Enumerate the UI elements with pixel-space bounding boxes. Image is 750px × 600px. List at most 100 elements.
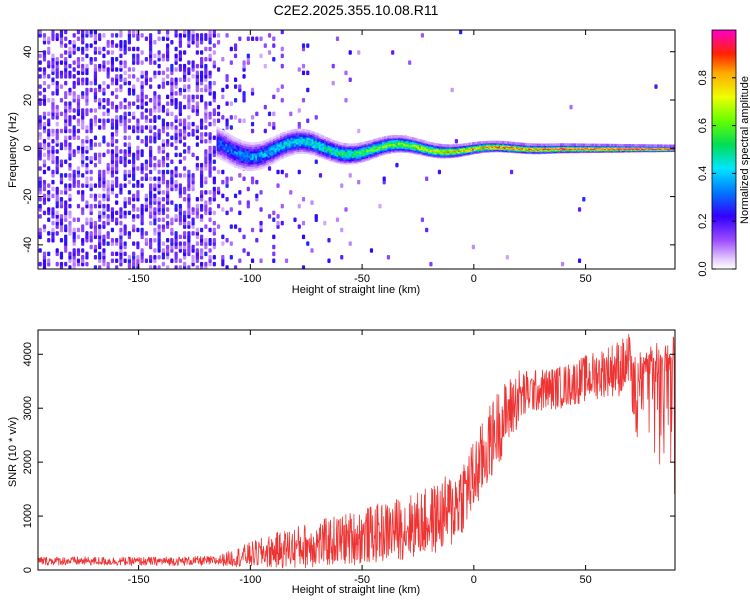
heatmap-cell xyxy=(308,140,311,144)
heatmap-cell xyxy=(355,156,359,160)
heatmap-cell xyxy=(225,33,229,38)
heatmap-cell xyxy=(212,190,216,195)
heatmap-cell xyxy=(208,33,212,38)
heatmap-cell xyxy=(140,217,144,222)
heatmap-cell xyxy=(64,224,68,229)
heatmap-cell xyxy=(132,111,136,117)
heatmap-cell xyxy=(371,139,374,143)
heatmap-cell xyxy=(241,149,244,152)
heatmap-cell xyxy=(106,43,110,48)
heatmap-cell xyxy=(258,147,262,151)
heatmap-cell xyxy=(350,145,353,148)
heatmap-cell xyxy=(59,142,64,147)
heatmap-cell xyxy=(316,145,320,149)
heatmap-cell xyxy=(144,108,148,113)
heatmap-cell xyxy=(127,80,132,86)
heatmap-cell xyxy=(341,158,344,162)
heatmap-cell xyxy=(123,104,127,110)
heatmap-cell xyxy=(187,197,191,202)
heatmap-cell xyxy=(623,143,626,147)
heatmap-cell xyxy=(68,227,72,233)
heatmap-cell xyxy=(102,91,106,96)
heatmap-cell xyxy=(308,142,311,146)
heatmap-cell xyxy=(81,36,85,42)
heatmap-cell xyxy=(47,60,51,65)
heatmap-cell xyxy=(292,148,295,151)
heatmap-cell xyxy=(85,80,89,86)
heatmap-cell xyxy=(244,154,248,158)
heatmap-cell xyxy=(228,145,232,149)
heatmap-cell xyxy=(64,244,68,250)
figure-title: C2E2.2025.355.10.08.R11 xyxy=(274,2,439,18)
heatmap-cell xyxy=(336,159,339,162)
heatmap-cell xyxy=(140,207,144,212)
heatmap-cell xyxy=(183,166,187,171)
heatmap-cell xyxy=(339,155,343,158)
heatmap-cell xyxy=(68,258,72,263)
heatmap-cell xyxy=(161,241,165,246)
heatmap-cell xyxy=(380,149,383,152)
heatmap-cell xyxy=(204,149,208,154)
heatmap-cell xyxy=(299,143,302,147)
heatmap-cell xyxy=(320,146,323,150)
heatmap-cell xyxy=(123,121,127,127)
heatmap-cell xyxy=(157,183,161,188)
heatmap-cell xyxy=(119,67,123,72)
heatmap-cell xyxy=(144,241,148,246)
heatmap-cell xyxy=(246,168,249,171)
heatmap-cell xyxy=(136,244,140,250)
heatmap-cell xyxy=(334,150,337,154)
heatmap-cell xyxy=(250,258,255,263)
heatmap-cell xyxy=(382,136,385,140)
heatmap-cell xyxy=(267,142,270,146)
heatmap-cell xyxy=(338,151,341,155)
heatmap-cell xyxy=(241,165,244,168)
heatmap-cell xyxy=(223,149,226,153)
heatmap-cell xyxy=(242,161,246,164)
heatmap-cell xyxy=(290,139,293,142)
heatmap-cell xyxy=(81,173,85,178)
heatmap-cell xyxy=(144,142,148,147)
heatmap-cell xyxy=(136,190,140,195)
heatmap-cell xyxy=(102,33,106,38)
heatmap-cell xyxy=(136,128,140,134)
heatmap-cell xyxy=(51,60,55,65)
heatmap-cell xyxy=(187,251,191,257)
heatmap-cell xyxy=(375,148,378,151)
heatmap-cell xyxy=(119,227,123,233)
heatmap-cell xyxy=(237,159,241,162)
heatmap-cell xyxy=(246,53,250,59)
heatmap-cell xyxy=(55,248,59,253)
heatmap-cell xyxy=(286,132,290,136)
heatmap-cell xyxy=(373,144,376,148)
heatmap-cell xyxy=(102,53,106,59)
heatmap-cell xyxy=(191,244,195,250)
heatmap-cell xyxy=(346,152,350,156)
heatmap-cell xyxy=(249,155,253,158)
heatmap-cell xyxy=(76,118,81,123)
heatmap-cell xyxy=(415,138,419,141)
heatmap-cell xyxy=(228,155,232,158)
heatmap-cell xyxy=(376,151,380,155)
heatmap-cell xyxy=(106,183,110,188)
heatmap-cell xyxy=(38,234,42,240)
heatmap-cell xyxy=(59,214,64,219)
heatmap-cell xyxy=(577,207,582,212)
heatmap-cell xyxy=(272,94,276,100)
heatmap-cell xyxy=(64,200,68,205)
heatmap-cell xyxy=(187,39,191,45)
heatmap-cell xyxy=(123,197,127,202)
heatmap-cell xyxy=(378,137,381,141)
heatmap-cell xyxy=(223,145,226,148)
heatmap-cell xyxy=(115,118,119,123)
heatmap-cell xyxy=(93,46,98,52)
heatmap-cell xyxy=(386,255,391,260)
heatmap-cell xyxy=(144,138,148,144)
heatmap-cell xyxy=(350,154,353,157)
heatmap-cell xyxy=(294,134,297,138)
heatmap-cell xyxy=(385,145,389,148)
heatmap-cell xyxy=(274,155,278,159)
heatmap-cell xyxy=(248,142,251,145)
heatmap-cell xyxy=(187,36,191,42)
heatmap-cell xyxy=(140,50,144,55)
